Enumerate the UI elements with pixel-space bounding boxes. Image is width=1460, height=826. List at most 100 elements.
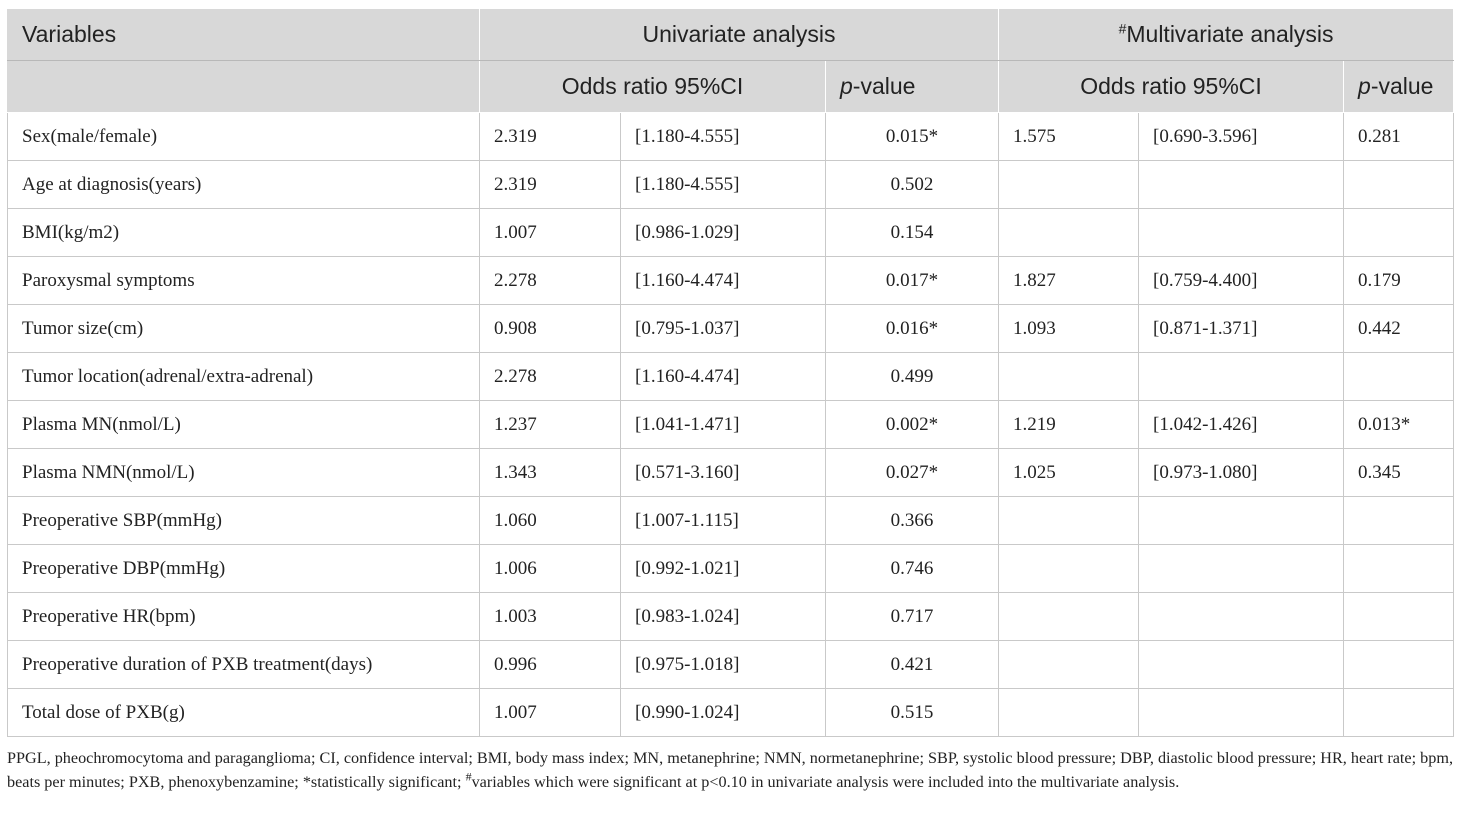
cell-univariate-p: 0.017* <box>824 256 1000 305</box>
cell-variable: BMI(kg/m2) <box>7 208 480 257</box>
cell-univariate-or: 2.319 <box>479 112 621 161</box>
table-row: BMI(kg/m2) 1.007 [0.986-1.029] 0.154 <box>7 208 1455 257</box>
cell-univariate-p: 0.366 <box>824 496 1000 545</box>
cell-multivariate-or <box>998 592 1140 641</box>
cell-univariate-ci: [0.990-1.024] <box>620 688 826 737</box>
header-univariate: Univariate analysis <box>478 8 1000 61</box>
table-footnote: PPGL, pheochromocytoma and paraganglioma… <box>7 746 1453 794</box>
cell-univariate-or: 1.343 <box>479 448 621 497</box>
table-row: Sex(male/female) 2.319 [1.180-4.555] 0.015*… <box>7 112 1455 161</box>
table-row: Preoperative DBP(mmHg) 1.006 [0.992-1.021]… <box>7 544 1455 593</box>
cell-multivariate-ci: [0.973-1.080] <box>1138 448 1345 497</box>
cell-univariate-or: 1.003 <box>479 592 621 641</box>
cell-multivariate-ci: [1.042-1.426] <box>1138 400 1345 449</box>
header-multivariate-label: Multivariate analysis <box>1126 21 1334 47</box>
cell-multivariate-ci <box>1138 496 1345 545</box>
table-row: Plasma NMN(nmol/L) 1.343 [0.571-3.160] 0.02… <box>7 448 1455 497</box>
cell-univariate-or: 1.060 <box>479 496 621 545</box>
cell-multivariate-or <box>998 640 1140 689</box>
cell-multivariate-or <box>998 544 1140 593</box>
cell-univariate-or: 1.237 <box>479 400 621 449</box>
cell-multivariate-ci <box>1138 160 1345 209</box>
cell-multivariate-p: 0.281 <box>1343 112 1455 161</box>
header-multivariate: #Multivariate analysis <box>998 8 1455 61</box>
regression-table: Variables Univariate analysis #Multivari… <box>7 8 1455 737</box>
cell-univariate-ci: [0.983-1.024] <box>620 592 826 641</box>
footnote-significance: statistically significant; <box>310 773 466 791</box>
cell-multivariate-p: 0.345 <box>1343 448 1455 497</box>
cell-univariate-p: 0.499 <box>824 352 1000 401</box>
cell-univariate-p: 0.502 <box>824 160 1000 209</box>
cell-multivariate-p <box>1343 592 1455 641</box>
cell-variable: Tumor location(adrenal/extra-adrenal) <box>7 352 480 401</box>
cell-univariate-or: 0.996 <box>479 640 621 689</box>
header-empty <box>7 60 480 113</box>
cell-multivariate-ci <box>1138 592 1345 641</box>
cell-multivariate-p: 0.179 <box>1343 256 1455 305</box>
cell-variable: Sex(male/female) <box>7 112 480 161</box>
header-multivariate-or: Odds ratio 95%CI <box>998 60 1345 113</box>
cell-univariate-p: 0.746 <box>824 544 1000 593</box>
cell-multivariate-or: 1.219 <box>998 400 1140 449</box>
cell-multivariate-ci: [0.871-1.371] <box>1138 304 1345 353</box>
cell-multivariate-or <box>998 352 1140 401</box>
cell-univariate-ci: [0.975-1.018] <box>620 640 826 689</box>
header-variables: Variables <box>7 8 480 61</box>
cell-multivariate-p <box>1343 544 1455 593</box>
table-row: Plasma MN(nmol/L) 1.237 [1.041-1.471] 0.002… <box>7 400 1455 449</box>
header-univariate-or: Odds ratio 95%CI <box>479 60 826 113</box>
cell-multivariate-ci <box>1138 352 1345 401</box>
cell-multivariate-or: 1.025 <box>998 448 1140 497</box>
cell-multivariate-or <box>998 496 1140 545</box>
table-row: Preoperative SBP(mmHg) 1.060 [1.007-1.115]… <box>7 496 1455 545</box>
cell-univariate-ci: [0.992-1.021] <box>620 544 826 593</box>
cell-multivariate-or: 1.575 <box>998 112 1140 161</box>
results-table-container: Variables Univariate analysis #Multivari… <box>7 8 1455 737</box>
hash-mark: # <box>1118 20 1127 37</box>
cell-univariate-ci: [1.160-4.474] <box>620 352 826 401</box>
header-univariate-p: p-value <box>824 60 1000 113</box>
cell-variable: Plasma MN(nmol/L) <box>7 400 480 449</box>
cell-univariate-or: 1.007 <box>479 688 621 737</box>
cell-multivariate-or: 1.827 <box>998 256 1140 305</box>
cell-multivariate-or <box>998 160 1140 209</box>
cell-univariate-ci: [1.180-4.555] <box>620 112 826 161</box>
cell-univariate-p: 0.027* <box>824 448 1000 497</box>
cell-univariate-ci: [1.007-1.115] <box>620 496 826 545</box>
cell-multivariate-or <box>998 208 1140 257</box>
cell-univariate-p: 0.016* <box>824 304 1000 353</box>
table-row: Age at diagnosis(years) 2.319 [1.180-4.555… <box>7 160 1455 209</box>
cell-variable: Preoperative DBP(mmHg) <box>7 544 480 593</box>
footnote-star-mark: * <box>302 773 311 791</box>
cell-univariate-p: 0.015* <box>824 112 1000 161</box>
cell-multivariate-p <box>1343 640 1455 689</box>
table-row: Tumor size(cm) 0.908 [0.795-1.037] 0.016* 1.… <box>7 304 1455 353</box>
cell-univariate-ci: [0.986-1.029] <box>620 208 826 257</box>
cell-univariate-p: 0.515 <box>824 688 1000 737</box>
p-suffix: -value <box>1370 73 1434 99</box>
cell-univariate-ci: [1.160-4.474] <box>620 256 826 305</box>
footnote-multivariate-note: variables which were significant at p<0.… <box>471 773 1180 791</box>
cell-univariate-p: 0.717 <box>824 592 1000 641</box>
cell-univariate-or: 2.319 <box>479 160 621 209</box>
cell-variable: Total dose of PXB(g) <box>7 688 480 737</box>
footnote-hash-mark: # <box>465 769 472 784</box>
cell-univariate-ci: [1.180-4.555] <box>620 160 826 209</box>
cell-variable: Paroxysmal symptoms <box>7 256 480 305</box>
cell-univariate-p: 0.154 <box>824 208 1000 257</box>
table-row: Total dose of PXB(g) 1.007 [0.990-1.024] 0.… <box>7 688 1455 737</box>
cell-variable: Tumor size(cm) <box>7 304 480 353</box>
cell-multivariate-ci <box>1138 640 1345 689</box>
cell-multivariate-ci <box>1138 208 1345 257</box>
cell-multivariate-p <box>1343 160 1455 209</box>
cell-variable: Preoperative duration of PXB treatment(d… <box>7 640 480 689</box>
table-row: Tumor location(adrenal/extra-adrenal) 2.2… <box>7 352 1455 401</box>
cell-univariate-ci: [1.041-1.471] <box>620 400 826 449</box>
table-row: Preoperative duration of PXB treatment(d… <box>7 640 1455 689</box>
cell-variable: Plasma NMN(nmol/L) <box>7 448 480 497</box>
cell-univariate-p: 0.002* <box>824 400 1000 449</box>
cell-univariate-or: 2.278 <box>479 256 621 305</box>
cell-multivariate-p <box>1343 496 1455 545</box>
cell-multivariate-p: 0.442 <box>1343 304 1455 353</box>
cell-variable: Age at diagnosis(years) <box>7 160 480 209</box>
